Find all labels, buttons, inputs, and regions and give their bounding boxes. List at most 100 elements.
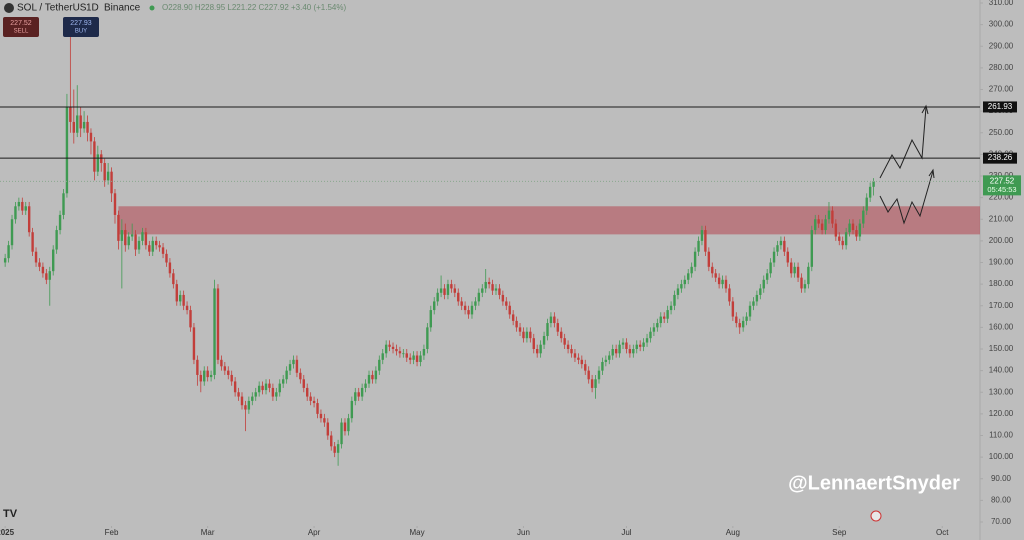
candle-body bbox=[137, 240, 141, 250]
candle-body bbox=[803, 284, 807, 289]
candle-body bbox=[415, 355, 419, 362]
candle-body bbox=[738, 323, 741, 328]
candle-body bbox=[134, 234, 137, 250]
y-tick-label: 250.00 bbox=[989, 128, 1014, 137]
candle-body bbox=[333, 446, 336, 453]
candle-body bbox=[717, 277, 721, 285]
candle-body bbox=[539, 344, 542, 354]
candle-body bbox=[814, 219, 817, 231]
candle-body bbox=[130, 234, 134, 237]
candle-body bbox=[52, 249, 55, 272]
candle-body bbox=[62, 193, 65, 215]
candle-body bbox=[673, 294, 676, 306]
candle-body bbox=[357, 392, 360, 397]
exchange: Binance bbox=[104, 3, 141, 14]
candle-body bbox=[374, 370, 378, 380]
candle-body bbox=[841, 240, 844, 246]
candle-body bbox=[810, 230, 814, 267]
watermark: @LennaertSnyder bbox=[788, 472, 960, 494]
candle-body bbox=[594, 379, 597, 388]
countdown: 05:45:53 bbox=[987, 185, 1016, 194]
candle-body bbox=[391, 346, 395, 349]
x-tick-label: May bbox=[409, 528, 424, 537]
buy-button[interactable] bbox=[63, 17, 99, 37]
candle-body bbox=[172, 273, 175, 285]
y-tick-label: 100.00 bbox=[989, 452, 1014, 461]
x-tick-label: Sep bbox=[832, 528, 847, 537]
candle-body bbox=[642, 342, 645, 347]
candle-body bbox=[154, 240, 158, 246]
candle-body bbox=[203, 370, 206, 382]
candle-body bbox=[460, 301, 463, 306]
ohlc-readout: O228.90 H228.95 L221.22 C227.92 +3.40 (+… bbox=[162, 3, 346, 12]
candle-body bbox=[484, 281, 487, 289]
candle-body bbox=[347, 418, 350, 432]
candle-body bbox=[34, 251, 38, 263]
candle-body bbox=[285, 370, 288, 380]
candle-body bbox=[618, 344, 621, 354]
level-label-bg bbox=[983, 152, 1017, 164]
candle-body bbox=[316, 403, 319, 414]
candle-body bbox=[58, 214, 62, 231]
candle-body bbox=[638, 344, 642, 347]
candle-body bbox=[72, 121, 76, 133]
candle-body bbox=[216, 288, 220, 360]
candle-body bbox=[697, 240, 700, 252]
candle-body bbox=[556, 323, 559, 332]
candle-body bbox=[199, 374, 203, 382]
candle-body bbox=[405, 353, 408, 358]
last-price-bg bbox=[983, 175, 1021, 196]
projection-arrows bbox=[879, 104, 935, 225]
candle-body bbox=[844, 232, 848, 246]
sell-button[interactable] bbox=[3, 17, 39, 37]
candle-body bbox=[17, 201, 21, 207]
candle-body bbox=[824, 219, 827, 231]
sell-label: SELL bbox=[14, 29, 29, 35]
candle-body bbox=[769, 262, 772, 274]
candle-body bbox=[470, 305, 474, 315]
candle-body bbox=[436, 292, 439, 302]
candle-body bbox=[278, 383, 281, 393]
plot-area bbox=[3, 35, 980, 466]
candle-body bbox=[580, 359, 584, 365]
candle-body bbox=[491, 284, 494, 291]
y-tick-label: 160.00 bbox=[989, 322, 1014, 331]
candle-body bbox=[786, 251, 789, 263]
x-tick-label: Mar bbox=[201, 528, 215, 537]
candle-body bbox=[546, 323, 549, 337]
candle-body bbox=[360, 387, 364, 397]
candle-body bbox=[604, 359, 608, 362]
y-tick-label: 110.00 bbox=[989, 431, 1013, 440]
candle-body bbox=[659, 316, 662, 324]
y-tick-label: 150.00 bbox=[989, 344, 1014, 353]
candle-body bbox=[570, 349, 573, 354]
candle-body bbox=[584, 364, 587, 371]
candle-body bbox=[474, 301, 477, 306]
candle-body bbox=[110, 171, 113, 194]
candle-body bbox=[312, 400, 316, 404]
candle-body bbox=[563, 338, 566, 345]
y-tick-label: 90.00 bbox=[991, 474, 1012, 483]
y-tick-label: 300.00 bbox=[989, 20, 1014, 29]
candle-body bbox=[100, 154, 103, 164]
candle-body bbox=[237, 392, 240, 397]
y-tick-label: 140.00 bbox=[989, 366, 1014, 375]
candle-body bbox=[127, 236, 130, 246]
status-dot bbox=[149, 5, 155, 11]
candle-body bbox=[831, 210, 834, 224]
candle-body bbox=[511, 314, 515, 321]
candle-body bbox=[295, 359, 299, 373]
candle-body bbox=[196, 359, 199, 375]
candle-body bbox=[573, 353, 577, 358]
candle-body bbox=[635, 344, 638, 349]
candle-body bbox=[652, 327, 656, 332]
candle-body bbox=[220, 359, 223, 367]
candle-body bbox=[505, 301, 508, 306]
candle-body bbox=[264, 383, 268, 391]
candle-body bbox=[666, 310, 669, 319]
y-tick-label: 290.00 bbox=[989, 41, 1014, 50]
candle-body bbox=[752, 301, 755, 306]
candle-body bbox=[549, 316, 553, 324]
x-tick-label: Feb bbox=[105, 528, 119, 537]
candle-body bbox=[412, 355, 415, 360]
